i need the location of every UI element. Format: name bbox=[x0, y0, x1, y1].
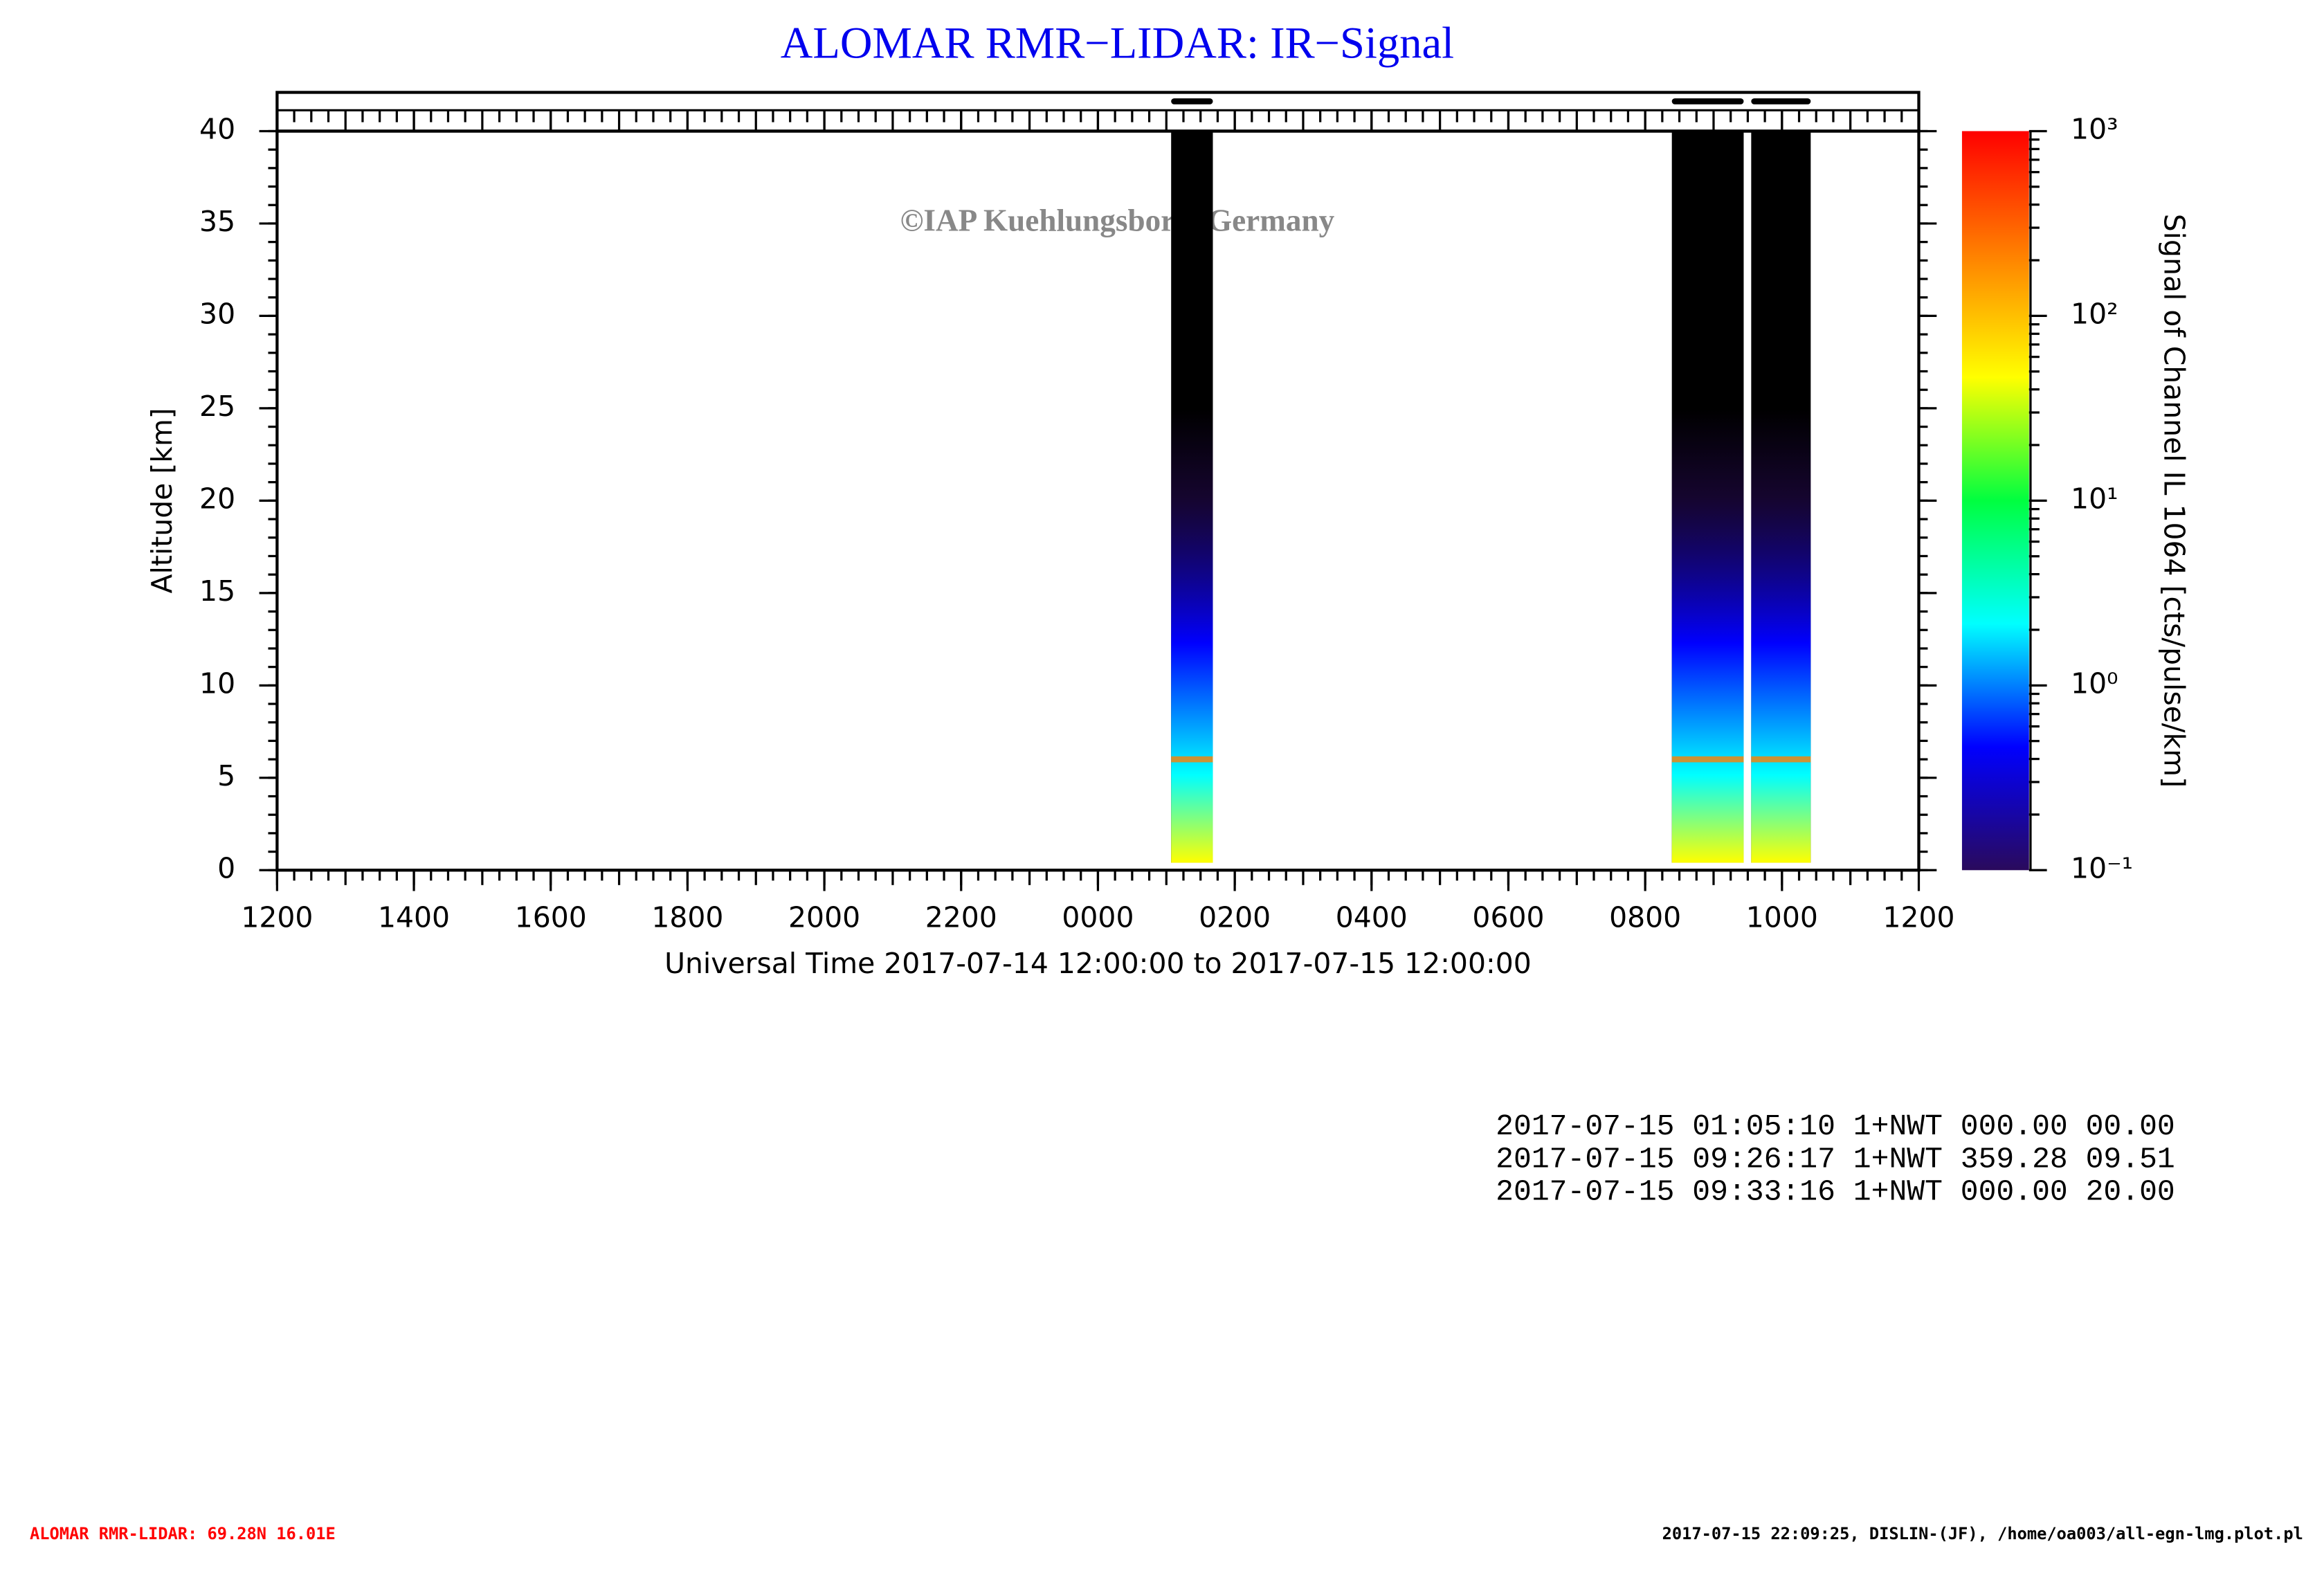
y-tick-label: 35 bbox=[199, 205, 235, 238]
y-axis-label: Altitude [km] bbox=[145, 408, 179, 593]
x-tick-label: 0200 bbox=[1199, 900, 1271, 934]
x-tick-label: 1000 bbox=[1746, 900, 1818, 934]
footer-right: 2017-07-15 22:09:25, DISLIN-(JF), /home/… bbox=[1662, 1524, 2303, 1543]
y-tick-label: 10 bbox=[199, 666, 235, 700]
y-tick-label: 40 bbox=[199, 112, 235, 145]
x-tick-label: 0400 bbox=[1336, 900, 1408, 934]
y-tick-label: 0 bbox=[217, 851, 235, 885]
x-tick-label: 1200 bbox=[1882, 900, 1954, 934]
top-marker bbox=[1171, 98, 1213, 105]
y-tick-label: 30 bbox=[199, 297, 235, 330]
top-marker bbox=[1671, 98, 1744, 105]
x-axis-label: Universal Time 2017-07-14 12:00:00 to 20… bbox=[664, 947, 1532, 980]
cloud-layer bbox=[1751, 756, 1811, 763]
signal-profile bbox=[1171, 131, 1213, 863]
x-tick-label: 2000 bbox=[788, 900, 860, 934]
signal-profile bbox=[1751, 131, 1811, 863]
colorbar-tick-label: 10¹ bbox=[2071, 482, 2118, 515]
info-line: 2017-07-15 01:05:10 1+NWT 000.00 00.00 bbox=[1496, 1109, 2175, 1143]
footer-left: ALOMAR RMR-LIDAR: 69.28N 16.01E bbox=[30, 1524, 336, 1543]
x-tick-label: 2200 bbox=[925, 900, 997, 934]
x-tick-label: 0000 bbox=[1062, 900, 1134, 934]
signal-profile bbox=[1671, 131, 1744, 863]
top-marker bbox=[1751, 98, 1811, 105]
info-line: 2017-07-15 09:33:16 1+NWT 000.00 20.00 bbox=[1496, 1175, 2175, 1209]
y-tick-label: 25 bbox=[199, 390, 235, 423]
colorbar-tick-label: 10² bbox=[2071, 297, 2118, 330]
watermark: ©IAP Kuehlungsborn, Germany bbox=[900, 203, 1335, 237]
cloud-layer bbox=[1671, 756, 1744, 763]
x-tick-label: 0600 bbox=[1472, 900, 1544, 934]
y-tick-label: 5 bbox=[217, 759, 235, 792]
x-tick-label: 1800 bbox=[651, 900, 723, 934]
x-tick-label: 1400 bbox=[378, 900, 450, 934]
chart-title: ALOMAR RMR−LIDAR: IR−Signal bbox=[781, 18, 1454, 68]
x-tick-label: 1600 bbox=[515, 900, 587, 934]
colorbar-label: Signal of Channel IL 1064 [cts/pulse/km] bbox=[2157, 214, 2190, 788]
colorbar-tick-label: 10⁻¹ bbox=[2071, 851, 2133, 885]
cloud-layer bbox=[1171, 756, 1213, 763]
colorbar-tick-label: 10³ bbox=[2071, 112, 2118, 145]
info-line: 2017-07-15 09:26:17 1+NWT 359.28 09.51 bbox=[1496, 1142, 2175, 1176]
x-tick-label: 1200 bbox=[241, 900, 313, 934]
y-tick-label: 15 bbox=[199, 574, 235, 608]
colorbar bbox=[1961, 131, 2029, 871]
colorbar-tick-label: 10⁰ bbox=[2071, 666, 2118, 700]
y-tick-label: 20 bbox=[199, 482, 235, 515]
x-tick-label: 0800 bbox=[1609, 900, 1681, 934]
